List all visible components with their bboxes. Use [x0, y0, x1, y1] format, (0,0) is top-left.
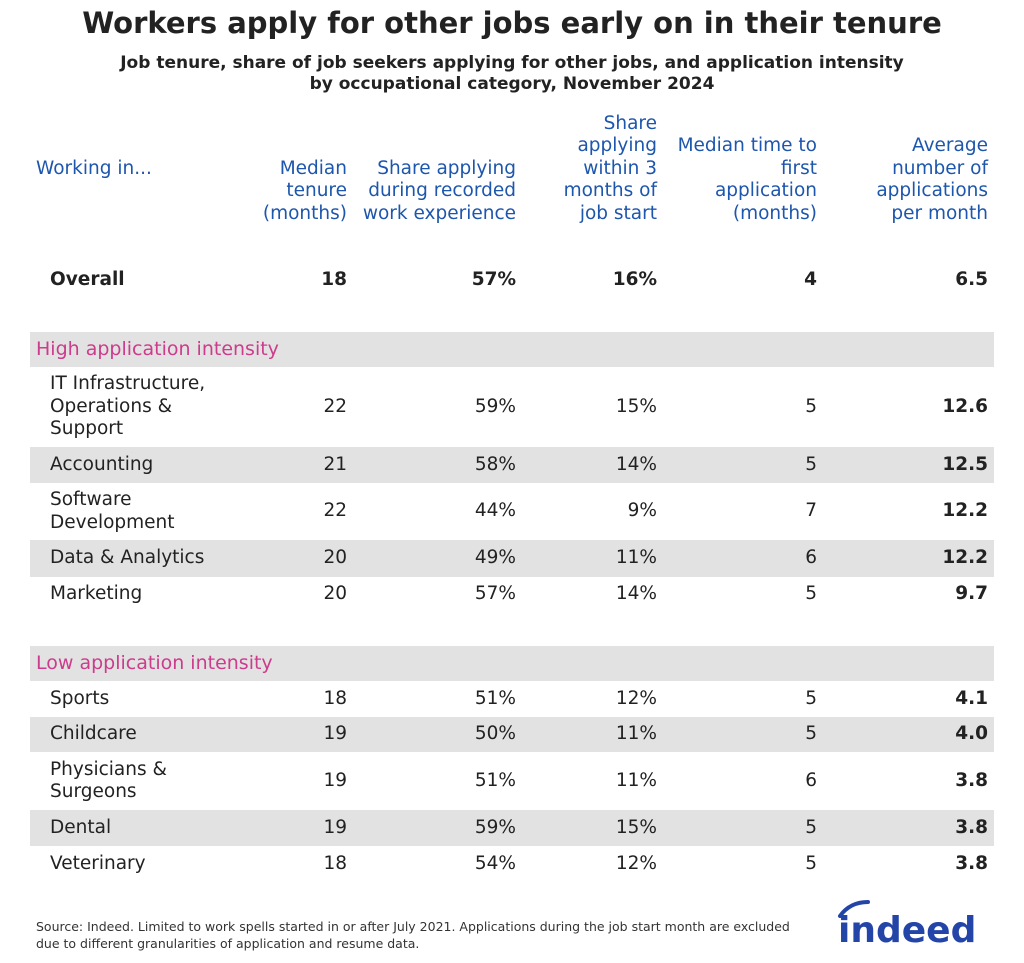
median-time-first-app-cell: 6	[805, 547, 817, 569]
subtitle-line-2: by occupational category, November 2024	[309, 74, 715, 94]
median-time-first-app-cell: 4	[804, 268, 817, 290]
avg-applications-cell: 3.8	[955, 852, 988, 874]
share-applying-cell: 59%	[474, 816, 516, 838]
col-header-share-applying: Share applying during recorded work expe…	[362, 157, 516, 224]
median-tenure-cell: 18	[323, 852, 347, 874]
share-within-3-months-cell: 11%	[615, 547, 657, 569]
avg-applications-cell: 3.8	[955, 816, 988, 838]
median-time-first-app-cell: 5	[805, 723, 817, 745]
share-applying-cell: 57%	[474, 583, 516, 605]
svg-text:indeed: indeed	[838, 910, 976, 948]
share-applying-cell: 59%	[474, 395, 516, 417]
overall-row: Overall 18 57% 16% 4 6.5	[30, 262, 994, 298]
median-tenure-cell: 19	[323, 723, 347, 745]
share-within-3-months-cell: 15%	[615, 395, 657, 417]
row-label: Data & Analytics	[50, 547, 205, 569]
chart-title: Workers apply for other jobs early on in…	[82, 6, 942, 40]
share-within-3-months-cell: 9%	[627, 500, 657, 522]
table-row: IT Infrastructure, Operations & Support 2…	[30, 367, 994, 447]
table-row: Sports 18 51% 12% 5 4.1	[30, 681, 994, 717]
share-within-3-months-cell: 15%	[615, 816, 657, 838]
section-header-row: Low application intensity	[30, 646, 994, 681]
share-applying-cell: 51%	[474, 687, 516, 709]
share-within-3-months-cell: 12%	[615, 687, 657, 709]
share-within-3-months-cell: 14%	[615, 583, 657, 605]
indeed-logo-mark: indeed	[838, 900, 976, 951]
share-within-3-months-cell: 16%	[612, 268, 657, 290]
share-within-3-months-cell: 11%	[615, 769, 657, 791]
section-label: Low application intensity	[36, 652, 273, 675]
col-header-median-time-first-app: Median time to first application (months…	[677, 135, 817, 224]
median-tenure-cell: 18	[321, 268, 347, 290]
share-applying-cell: 58%	[474, 453, 516, 475]
section-label: High application intensity	[36, 338, 279, 361]
avg-applications-cell: 12.6	[942, 395, 988, 417]
table-row: Physicians & Surgeons 19 51% 11% 6 3.8	[30, 752, 994, 810]
median-time-first-app-cell: 5	[805, 583, 817, 605]
table-row: Childcare 19 50% 11% 5 4.0	[30, 717, 994, 752]
median-tenure-cell: 22	[323, 395, 347, 417]
row-label: Physicians & Surgeons	[50, 758, 167, 803]
table-row: Veterinary 18 54% 12% 5 3.8	[30, 846, 994, 882]
share-within-3-months-cell: 12%	[615, 852, 657, 874]
chart-subtitle: Job tenure, share of job seekers applyin…	[0, 53, 1024, 95]
row-label: Overall	[50, 268, 125, 290]
row-label: Software Development	[50, 489, 175, 533]
median-tenure-cell: 19	[323, 769, 347, 791]
median-tenure-cell: 19	[323, 816, 347, 838]
median-time-first-app-cell: 5	[805, 687, 817, 709]
share-applying-cell: 49%	[474, 547, 516, 569]
median-tenure-cell: 20	[323, 547, 347, 569]
share-applying-cell: 50%	[474, 723, 516, 745]
table-row: Dental 19 59% 15% 5 3.8	[30, 810, 994, 846]
median-tenure-cell: 20	[323, 583, 347, 605]
share-applying-cell: 44%	[474, 500, 516, 522]
avg-applications-cell: 12.2	[942, 547, 988, 569]
median-time-first-app-cell: 5	[805, 395, 817, 417]
row-label: Marketing	[50, 583, 143, 605]
avg-applications-cell: 6.5	[955, 268, 988, 290]
row-label: Accounting	[50, 453, 154, 475]
median-tenure-cell: 21	[323, 453, 347, 475]
table-row: Accounting 21 58% 14% 5 12.5	[30, 447, 994, 483]
share-applying-cell: 57%	[471, 268, 516, 290]
row-label: Dental	[50, 816, 112, 838]
avg-applications-cell: 3.8	[955, 769, 988, 791]
row-label: Childcare	[50, 723, 137, 745]
share-applying-cell: 54%	[474, 852, 516, 874]
avg-applications-cell: 4.1	[955, 687, 988, 709]
col-header-working-in: Working in...	[36, 157, 152, 179]
table-row: Marketing 20 57% 14% 5 9.7	[30, 577, 994, 612]
median-time-first-app-cell: 7	[805, 500, 817, 522]
row-label: Sports	[50, 687, 110, 709]
source-note: Source: Indeed. Limited to work spells s…	[36, 919, 790, 951]
avg-applications-cell: 12.2	[942, 500, 988, 522]
section-header-row: High application intensity	[30, 332, 994, 367]
share-applying-cell: 51%	[474, 769, 516, 791]
avg-applications-cell: 9.7	[955, 583, 988, 605]
col-header-median-tenure: Median tenure (months)	[262, 157, 347, 224]
median-time-first-app-cell: 5	[805, 816, 817, 838]
col-header-share-within-3-months: Share applying within 3 months of job st…	[563, 112, 657, 224]
median-time-first-app-cell: 6	[805, 769, 817, 791]
avg-applications-cell: 4.0	[955, 723, 988, 745]
share-within-3-months-cell: 11%	[615, 723, 657, 745]
row-label: IT Infrastructure, Operations & Support	[50, 373, 206, 440]
avg-applications-cell: 12.5	[942, 453, 988, 475]
median-tenure-cell: 18	[323, 687, 347, 709]
table-row: Data & Analytics 20 49% 11% 6 12.2	[30, 540, 994, 577]
subtitle-line-1: Job tenure, share of job seekers applyin…	[120, 53, 904, 73]
median-tenure-cell: 22	[323, 500, 347, 522]
col-header-avg-applications: Average number of applications per month	[876, 135, 988, 224]
row-label: Veterinary	[50, 852, 146, 874]
share-within-3-months-cell: 14%	[615, 453, 657, 475]
median-time-first-app-cell: 5	[805, 852, 817, 874]
indeed-logo: indeed	[836, 896, 996, 952]
table-row: Software Development 22 44% 9% 7 12.2	[30, 483, 994, 540]
median-time-first-app-cell: 5	[805, 453, 817, 475]
